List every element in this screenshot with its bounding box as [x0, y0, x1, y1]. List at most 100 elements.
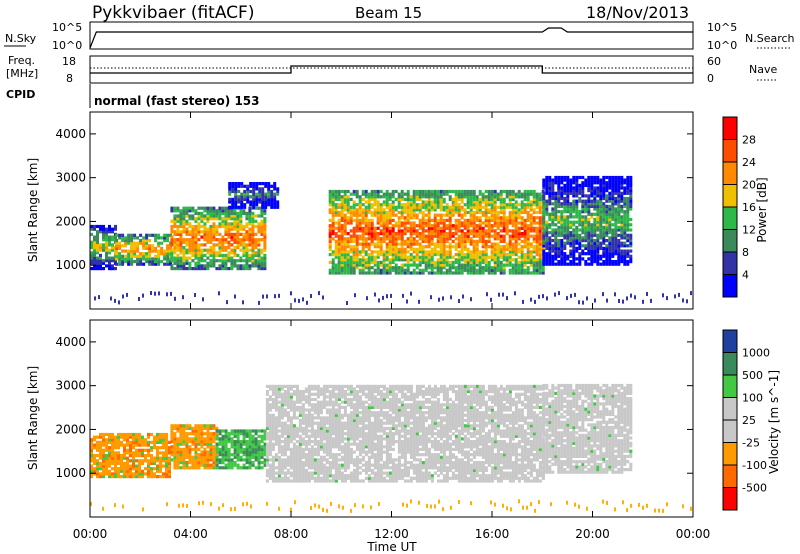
- data-cell: [114, 467, 117, 471]
- data-cell: [478, 266, 482, 270]
- data-cell: [260, 248, 264, 252]
- data-cell: [147, 448, 150, 452]
- data-cell: [239, 224, 243, 229]
- data-cell: [406, 271, 410, 275]
- data-cell: [182, 206, 186, 210]
- data-cell: [99, 440, 102, 444]
- data-cell: [194, 251, 198, 255]
- data-cell: [397, 197, 401, 201]
- data-cell: [442, 205, 446, 209]
- data-cell: [418, 237, 422, 241]
- data-cell: [593, 202, 597, 206]
- data-cell: [391, 237, 395, 241]
- data-cell: [277, 474, 281, 478]
- data-cell: [569, 212, 573, 216]
- data-cell: [590, 223, 594, 227]
- data-cell: [454, 242, 458, 246]
- data-cell: [590, 262, 594, 266]
- data-cell: [424, 208, 428, 212]
- data-cell: [379, 195, 383, 199]
- data-cell: [502, 226, 506, 230]
- data-cell: [560, 215, 564, 219]
- data-cell: [448, 226, 452, 230]
- data-cell: [581, 257, 585, 261]
- data-cell: [602, 252, 606, 256]
- data-cell: [373, 229, 377, 233]
- data-cell: [388, 210, 392, 215]
- data-cell: [93, 264, 96, 268]
- data-cell: [581, 252, 585, 256]
- data-cell: [514, 271, 518, 275]
- data-cell: [111, 256, 114, 260]
- data-cell: [538, 234, 542, 238]
- data-cell: [170, 227, 174, 231]
- data-cell: [126, 459, 129, 463]
- data-cell: [421, 200, 425, 204]
- y-tick-label: 3000: [55, 171, 86, 185]
- data-cell: [245, 211, 249, 215]
- data-cell: [268, 440, 272, 444]
- data-cell: [629, 223, 633, 227]
- data-cell: [277, 418, 281, 423]
- data-cell: [120, 461, 123, 465]
- data-cell: [268, 416, 272, 420]
- data-cell: [493, 218, 497, 222]
- data-cell: [535, 260, 539, 264]
- data-cell: [355, 216, 359, 220]
- data-cell: [617, 241, 621, 245]
- data-cell: [264, 184, 268, 188]
- data-cell: [166, 260, 170, 264]
- data-cell: [289, 421, 293, 425]
- data-cell: [376, 208, 380, 212]
- data-cell: [93, 472, 96, 476]
- data-cell: [90, 448, 93, 452]
- data-cell: [224, 248, 228, 252]
- data-cell: [457, 239, 461, 243]
- data-cell: [191, 232, 195, 236]
- data-cell: [418, 226, 422, 230]
- noise-cell: [274, 294, 276, 299]
- data-cell: [273, 200, 277, 204]
- data-cell: [159, 459, 162, 463]
- data-cell: [493, 208, 497, 212]
- data-cell: [254, 445, 258, 449]
- data-cell: [502, 203, 506, 207]
- data-cell: [239, 440, 243, 444]
- data-cell: [221, 261, 225, 265]
- data-cell: [569, 239, 573, 243]
- data-cell: [557, 215, 561, 219]
- data-cell: [221, 440, 225, 444]
- data-cell: [265, 424, 269, 428]
- data-cell: [361, 189, 365, 194]
- data-cell: [433, 205, 437, 209]
- data-cell: [557, 217, 561, 222]
- data-cell: [230, 248, 234, 252]
- data-cell: [257, 224, 261, 229]
- data-cell: [224, 259, 228, 263]
- data-cell: [370, 229, 374, 233]
- data-cell: [557, 175, 561, 180]
- data-cell: [218, 253, 222, 257]
- data-cell: [185, 243, 189, 247]
- data-cell: [554, 236, 558, 240]
- data-cell: [454, 210, 458, 215]
- data-cell: [173, 217, 177, 221]
- data-cell: [563, 246, 567, 250]
- data-cell: [572, 239, 576, 243]
- noise-cell: [674, 294, 676, 299]
- data-cell: [185, 463, 189, 467]
- data-cell: [215, 267, 219, 271]
- data-cell: [96, 264, 99, 268]
- data-cell: [514, 268, 518, 272]
- data-cell: [185, 209, 189, 213]
- data-cell: [276, 189, 280, 194]
- data-cell: [578, 199, 582, 203]
- data-cell: [156, 446, 159, 450]
- data-cell: [578, 223, 582, 227]
- data-cell: [111, 243, 114, 247]
- data-cell: [173, 461, 177, 465]
- data-cell: [197, 458, 201, 462]
- data-cell: [283, 384, 287, 388]
- data-cell: [179, 447, 183, 451]
- data-cell: [203, 214, 207, 218]
